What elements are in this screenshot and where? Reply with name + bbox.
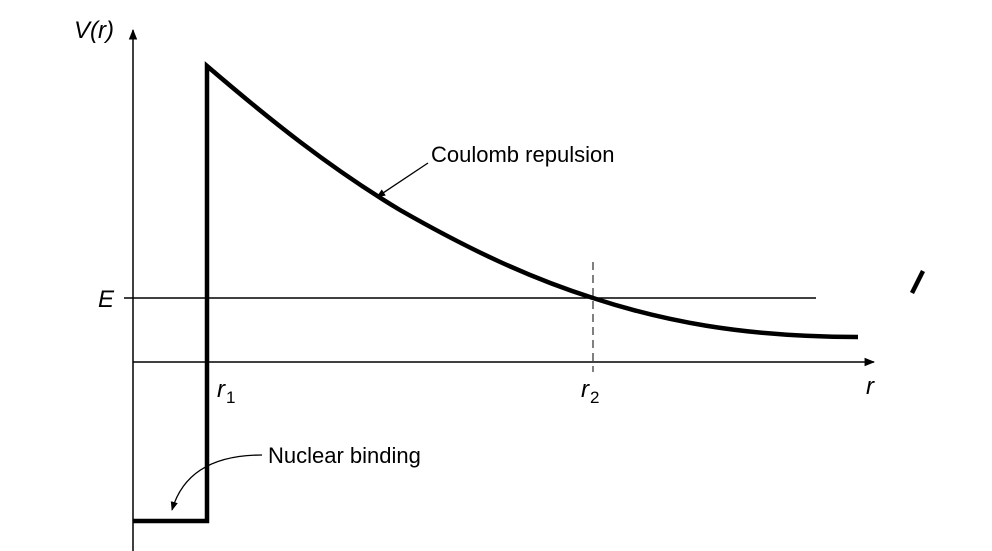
coulomb-arrow bbox=[376, 162, 429, 198]
ink-mark bbox=[910, 270, 925, 294]
x-axis-label: r bbox=[866, 373, 875, 400]
r1-label: r1 bbox=[217, 376, 235, 407]
r2-label: r2 bbox=[581, 376, 599, 407]
r2-subscript: 2 bbox=[590, 388, 599, 407]
nuclear-arrow bbox=[170, 454, 263, 511]
y-axis-label: V(r) bbox=[74, 17, 114, 44]
energy-label: E bbox=[98, 286, 115, 313]
nuclear-binding-label: Nuclear binding bbox=[268, 443, 421, 468]
r1-subscript: 1 bbox=[226, 388, 235, 407]
potential-curve bbox=[133, 61, 859, 524]
coulomb-repulsion-label: Coulomb repulsion bbox=[431, 142, 614, 167]
